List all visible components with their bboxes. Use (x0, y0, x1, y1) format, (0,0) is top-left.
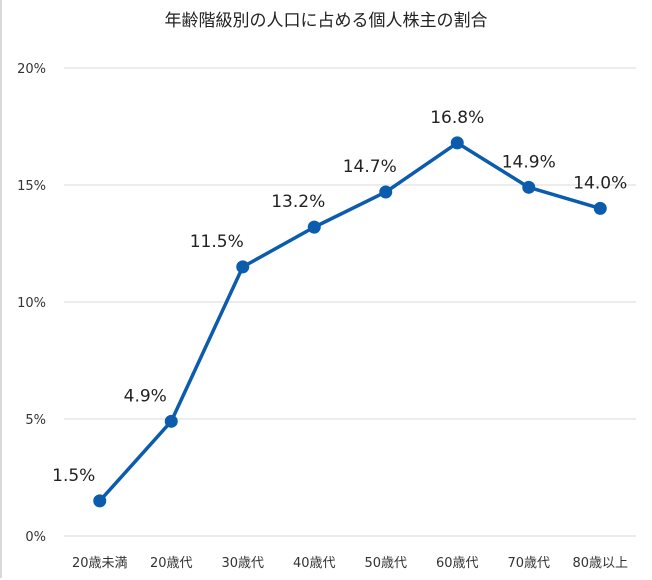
data-point (522, 180, 536, 194)
data-label: 14.0% (573, 173, 627, 193)
data-label: 14.9% (502, 152, 556, 172)
x-tick-label: 70歳代 (507, 556, 550, 571)
y-tick-label: 20% (17, 62, 46, 77)
x-tick-label: 40歳代 (293, 556, 336, 571)
data-label: 11.5% (190, 232, 244, 252)
data-label: 13.2% (271, 192, 325, 212)
data-point (379, 185, 393, 199)
x-tick-label: 60歳代 (436, 556, 479, 571)
y-tick-label: 15% (17, 179, 46, 194)
data-point (450, 136, 464, 150)
x-tick-label: 30歳代 (221, 556, 264, 571)
series-line (98, 141, 601, 503)
data-label: 4.9% (124, 386, 167, 406)
y-tick-label: 10% (17, 296, 46, 311)
data-point (593, 201, 607, 215)
x-tick-label: 20歳未満 (72, 556, 128, 571)
data-point (236, 260, 250, 274)
x-tick-label: 20歳代 (150, 556, 193, 571)
x-tick-label: 80歳以上 (572, 556, 628, 571)
data-label: 14.7% (343, 157, 397, 177)
data-point (164, 414, 178, 428)
data-label: 1.5% (52, 466, 95, 486)
chart-title: 年齢階級別の人口に占める個人株主の割合 (165, 11, 488, 31)
data-point (307, 220, 321, 234)
x-tick-label: 50歳代 (364, 556, 407, 571)
y-tick-label: 5% (25, 413, 46, 428)
y-tick-label: 0% (25, 530, 46, 545)
data-point (93, 494, 107, 508)
data-label: 16.8% (430, 108, 484, 128)
